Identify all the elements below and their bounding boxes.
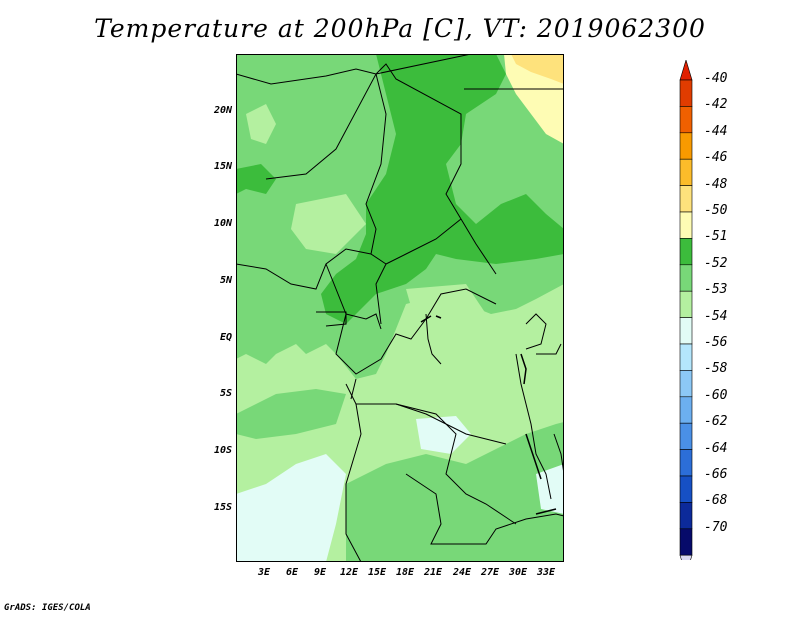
lon-label-24e: 24E: [452, 567, 472, 578]
band-minus-53-south: [236, 389, 346, 439]
lon-label-9e: 9E: [313, 567, 327, 578]
lakes: [420, 315, 557, 515]
colorbar-top-arrow: [679, 60, 693, 81]
colorbar-label: -51: [704, 229, 728, 245]
temperature-map: [236, 54, 564, 562]
lon-label-27e: 27E: [480, 567, 500, 578]
colorbar-label: -50: [704, 203, 728, 218]
lat-label-10n: 10N: [213, 218, 232, 229]
colorbar-label: -54: [704, 308, 728, 324]
colorbar-label: -46: [704, 150, 728, 166]
band-minus-54-pale: [236, 454, 346, 562]
colorbar-label: -52: [704, 255, 728, 271]
lon-label-3e: 3E: [257, 567, 271, 578]
colorbar-swatch: [679, 158, 693, 186]
colorbar-label: -42: [704, 97, 728, 113]
colorbar-swatch: [679, 132, 693, 160]
lon-label-21e: 21E: [423, 567, 443, 578]
colorbar-swatch: [679, 370, 693, 398]
colorbar-swatch: [679, 502, 693, 530]
colorbar-swatch: [679, 343, 693, 371]
colorbar-swatch: [679, 396, 693, 424]
country-borders: [236, 54, 564, 562]
colorbar-label: -40: [704, 71, 728, 86]
grads-credit: GrADS: IGES/COLA: [4, 603, 91, 613]
band-minus-50: [511, 54, 564, 84]
colorbar-swatch: [679, 238, 693, 266]
chart-title: Temperature at 200hPa [C], VT: 201906230…: [94, 14, 706, 43]
lat-label-5n: 5N: [219, 275, 232, 286]
lon-label-12e: 12E: [339, 567, 359, 578]
colorbar-swatch: [679, 317, 693, 345]
lat-label-20n: 20N: [213, 105, 232, 116]
colorbar-label: -53: [704, 282, 728, 298]
colorbar-swatch: [679, 475, 693, 503]
colorbar-label: -66: [704, 467, 728, 482]
band-minus-54-north: [246, 104, 486, 334]
colorbar-label: -48: [704, 176, 728, 192]
colorbar-label: -68: [704, 493, 728, 509]
lat-label-15n: 15N: [213, 161, 232, 172]
colorbar-swatch: [679, 290, 693, 318]
colorbar-swatch: [679, 422, 693, 450]
lon-label-30e: 30E: [508, 567, 528, 578]
colorbar-swatch: [679, 264, 693, 292]
colorbar-swatch: [679, 79, 693, 107]
colorbar-label: -56: [704, 335, 728, 350]
band-minus-52: [321, 54, 564, 324]
colorbar-label: -44: [704, 123, 728, 139]
colorbar-label: -60: [704, 387, 728, 403]
map-frame: [236, 54, 564, 562]
colorbar-swatch: [679, 185, 693, 213]
band-minus-54-pale-east: [416, 416, 564, 514]
colorbar-swatch: [679, 449, 693, 477]
lon-label-18e: 18E: [395, 567, 415, 578]
colorbar-swatch: [679, 106, 693, 134]
colorbar-label: -58: [704, 361, 728, 377]
colorbar-label: -62: [704, 414, 728, 430]
lon-label-33e: 33E: [536, 567, 556, 578]
colorbar-label: -70: [704, 519, 728, 535]
lat-label-5s: 5S: [219, 388, 232, 399]
band-minus-53-southeast: [346, 422, 564, 562]
colorbar-swatch: [679, 528, 693, 556]
lon-label-6e: 6E: [285, 567, 299, 578]
colorbar-label: -64: [704, 440, 728, 456]
lat-label-eq: EQ: [219, 332, 232, 343]
colorbar-swatch: [679, 211, 693, 239]
lat-label-10s: 10S: [213, 445, 232, 456]
band-minus-52-west: [236, 164, 276, 194]
colorbar-bottom-arrow: [679, 554, 693, 560]
lat-label-15s: 15S: [213, 502, 232, 513]
lon-label-15e: 15E: [367, 567, 387, 578]
colorbar: [679, 60, 693, 560]
